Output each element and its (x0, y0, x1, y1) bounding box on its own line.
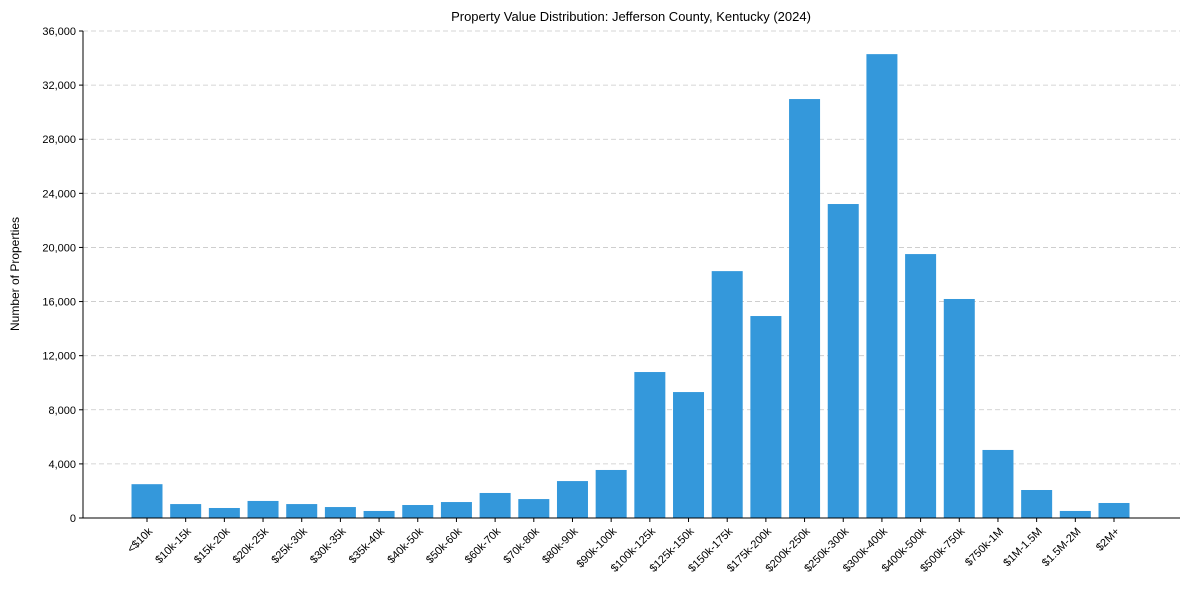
bar (1021, 489, 1053, 518)
y-tick-label: 36,000 (42, 26, 76, 38)
bar (170, 504, 202, 518)
bar (247, 500, 279, 518)
bar (827, 204, 859, 519)
x-tick-label: $20k-25k (231, 525, 272, 566)
bar (711, 271, 743, 518)
x-tick-label: $15k-20k (192, 525, 233, 566)
bar (479, 492, 511, 518)
y-tick-label: 24,000 (42, 188, 76, 200)
y-tick-label: 28,000 (42, 134, 76, 146)
x-tick-label: $50k-60k (424, 525, 465, 566)
x-tick-label: $1.5M-2M (1040, 526, 1084, 570)
bar (324, 507, 356, 518)
bar (634, 372, 666, 518)
y-axis-label: Number of Properties (8, 217, 22, 331)
bar (440, 502, 472, 518)
bar (673, 392, 705, 518)
bar (208, 507, 240, 518)
x-tick-label: $10k-15k (153, 525, 194, 566)
x-tick-label: $35k-40k (347, 525, 388, 566)
bar (982, 449, 1014, 518)
bar (943, 298, 975, 518)
x-tick-label: <$10k (125, 525, 155, 555)
bar (789, 99, 821, 518)
y-tick-label: 8,000 (48, 405, 76, 417)
x-tick-label: $80k-90k (540, 525, 581, 566)
x-tick-label: $2M+ (1094, 526, 1122, 554)
bars (131, 54, 1130, 519)
bar (595, 469, 627, 518)
x-axis-ticks: <$10k$10k-15k$15k-20k$20k-25k$25k-30k$30… (125, 518, 1122, 575)
bar (866, 54, 898, 518)
y-tick-label: 4,000 (48, 459, 76, 471)
bar (1098, 502, 1130, 518)
bar (905, 254, 937, 518)
bar (402, 505, 434, 518)
bar (363, 510, 395, 518)
x-tick-label: $25k-30k (269, 525, 310, 566)
x-tick-label: $750k-1M (963, 526, 1006, 569)
y-tick-label: 20,000 (42, 242, 76, 254)
y-axis-ticks: 0 4,000 8,000 12,000 16,000 20,000 24,000 28,00… (42, 26, 83, 525)
y-tick-label: 32,000 (42, 80, 76, 92)
bar (556, 481, 588, 518)
bar (518, 499, 550, 518)
x-tick-label: $30k-35k (308, 525, 349, 566)
x-tick-label: $70k-80k (501, 525, 542, 566)
y-tick-label: 0 (70, 513, 76, 525)
x-tick-label: $40k-50k (385, 525, 426, 566)
bar (131, 484, 163, 518)
y-tick-label: 12,000 (42, 351, 76, 363)
x-tick-label: $1M-1.5M (1001, 526, 1045, 570)
x-tick-label: $60k-70k (463, 525, 504, 566)
bar (1059, 510, 1091, 518)
chart-title: Property Value Distribution: Jefferson C… (451, 9, 811, 24)
bar (750, 316, 782, 518)
gridlines (83, 30, 1180, 465)
y-tick-label: 16,000 (42, 297, 76, 309)
bar (286, 504, 318, 518)
